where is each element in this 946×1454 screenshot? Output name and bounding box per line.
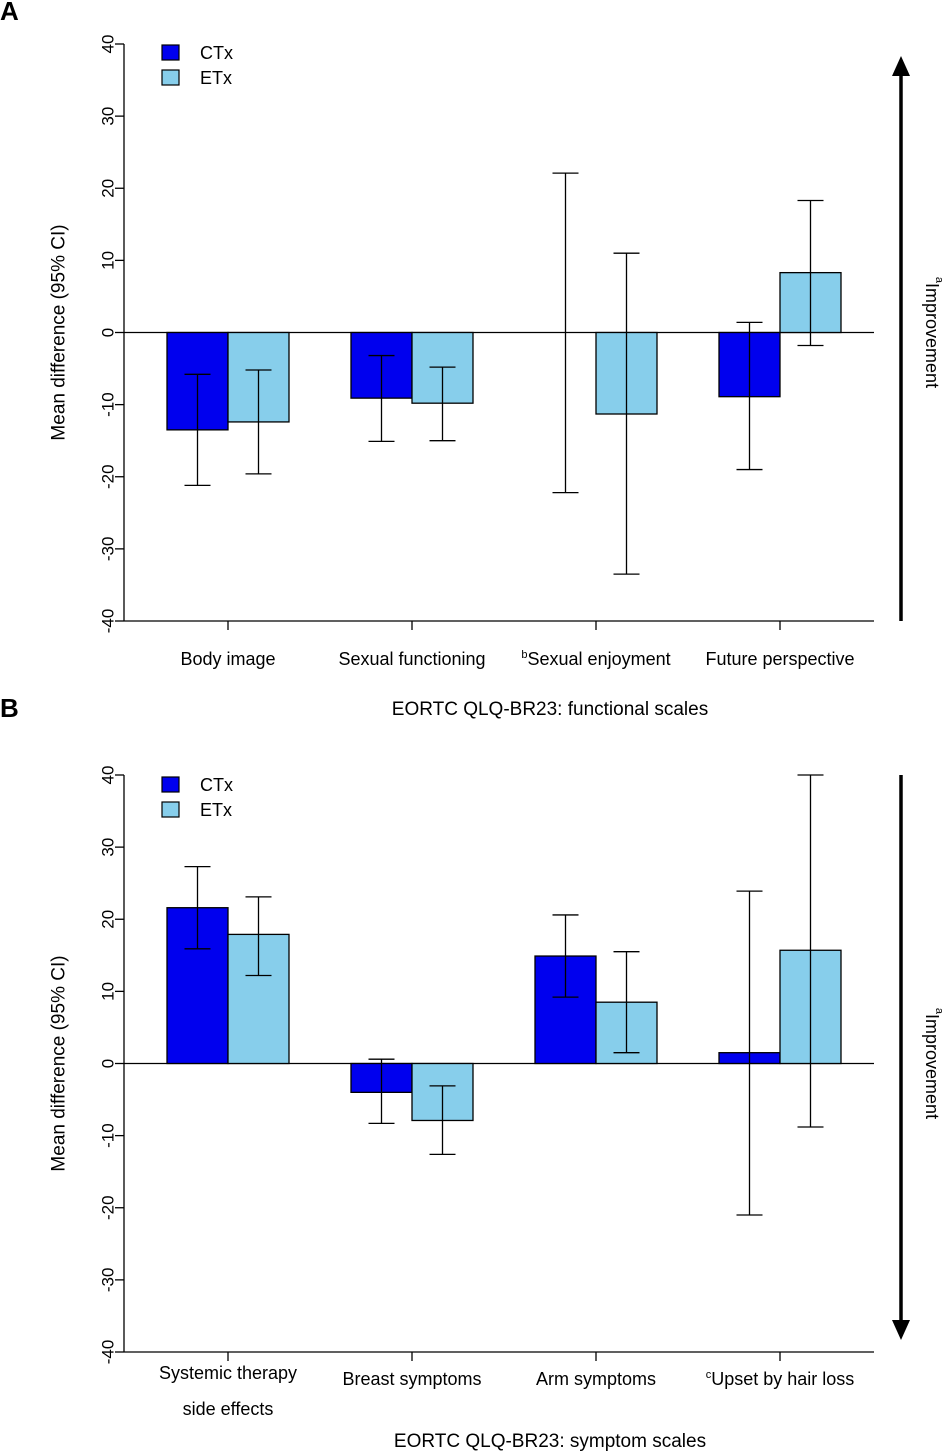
legend-swatch-etx [161, 69, 180, 86]
y-axis-title: Mean difference (95% CI) [49, 955, 70, 1171]
legend-swatch-ctx [161, 776, 180, 793]
panel-b: B 40 30 20 10 0 -10 -20 -30 -40 Mean difference (9… [0, 693, 945, 1452]
category-label: Future perspective [705, 649, 854, 669]
panel-label: A [0, 0, 19, 26]
legend-swatch-etx [161, 801, 180, 818]
category-label: side effects [183, 1399, 274, 1419]
category-label: Systemic therapy [159, 1363, 297, 1383]
category-text: Upset by hair loss [711, 1369, 854, 1389]
improvement-label: aImprovement [922, 1008, 945, 1119]
y-tick-label: 40 [99, 35, 118, 54]
y-tick-label: 10 [99, 982, 118, 1001]
improvement-superscript: a [933, 1008, 945, 1015]
legend-label: CTx [200, 775, 233, 795]
y-tick-label: -20 [99, 464, 118, 489]
y-tick-label: -40 [99, 609, 118, 634]
y-tick-label: 0 [99, 1059, 118, 1068]
legend-label: CTx [200, 43, 233, 63]
y-tick-label: -30 [99, 537, 118, 562]
y-tick-label: 20 [99, 179, 118, 198]
panel-label: B [0, 693, 19, 723]
category-label: bSexual enjoyment [521, 649, 670, 669]
panel-a: A 40 30 20 10 0 -10 -20 -30 -40 Mean difference (9… [0, 0, 945, 720]
improvement-text: Improvement [922, 283, 942, 388]
y-tick-label: -20 [99, 1195, 118, 1220]
improvement-arrow-head [892, 56, 910, 76]
y-axis-title: Mean difference (95% CI) [49, 224, 70, 440]
category-superscript: c [706, 1369, 712, 1381]
y-tick-label: -10 [99, 1123, 118, 1148]
category-label: Body image [180, 649, 275, 669]
improvement-superscript: a [933, 277, 945, 284]
legend-swatch-ctx [161, 44, 180, 61]
y-tick-label: -10 [99, 392, 118, 417]
y-tick-label: 10 [99, 251, 118, 270]
category-text: Sexual enjoyment [528, 649, 671, 669]
y-tick-label: 30 [99, 838, 118, 857]
y-tick-label: 30 [99, 107, 118, 126]
y-tick-label: 0 [99, 328, 118, 337]
x-axis-title: EORTC QLQ-BR23: functional scales [392, 699, 708, 720]
y-tick-label: -30 [99, 1268, 118, 1293]
category-superscript: b [521, 649, 527, 661]
category-label: Breast symptoms [342, 1369, 481, 1389]
x-axis-title: EORTC QLQ-BR23: symptom scales [394, 1431, 706, 1452]
y-tick-label: -40 [99, 1340, 118, 1365]
legend-label: ETx [200, 800, 232, 820]
category-label: Arm symptoms [536, 1369, 656, 1389]
y-tick-label: 40 [99, 766, 118, 785]
improvement-arrow-head [892, 1320, 910, 1340]
category-label: cUpset by hair loss [706, 1369, 855, 1389]
legend-label: ETx [200, 68, 232, 88]
y-tick-label: 20 [99, 910, 118, 929]
improvement-text: Improvement [922, 1014, 942, 1119]
category-label: Sexual functioning [338, 649, 485, 669]
improvement-label: aImprovement [922, 277, 945, 388]
